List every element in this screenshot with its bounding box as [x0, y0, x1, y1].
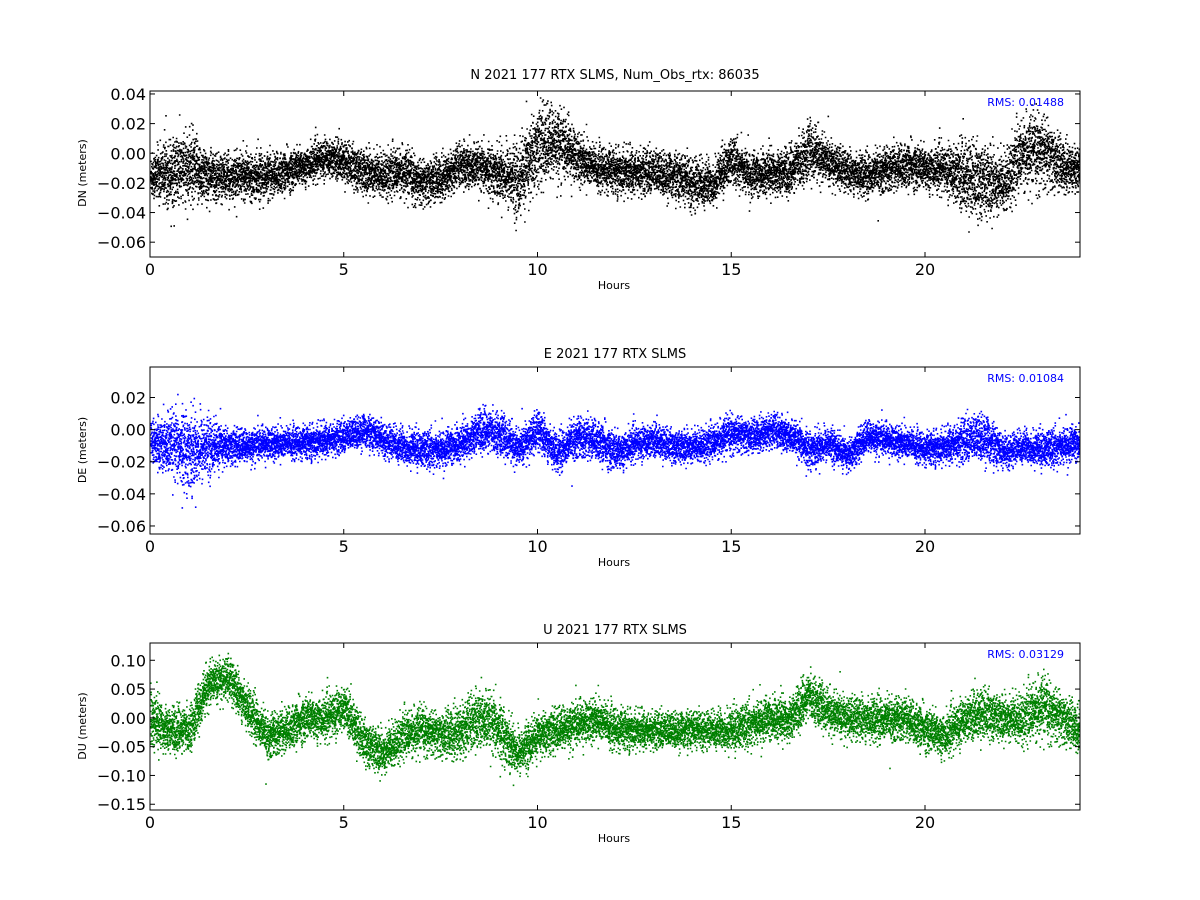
east-ylabel: DE (meters) — [76, 417, 89, 483]
east-ytick-label: −0.02 — [97, 453, 146, 472]
north-data-points — [150, 97, 1080, 233]
up-ytick-label: −0.15 — [97, 795, 146, 814]
east-xtick-label: 5 — [339, 537, 349, 556]
north-xtick-label: 15 — [721, 260, 741, 279]
up-axes-frame — [149, 642, 1081, 811]
north-ylabel: DN (meters) — [76, 139, 89, 207]
east-xtick-label: 10 — [527, 537, 547, 556]
east-rms-annotation: RMS: 0.01084 — [987, 372, 1064, 385]
north-ytick-label: −0.04 — [97, 204, 146, 223]
north-ytick-label: 0.00 — [110, 144, 146, 163]
north-axes-frame — [149, 90, 1081, 258]
up-ytick-label: 0.05 — [110, 680, 146, 699]
east-xlabel: Hours — [598, 556, 630, 569]
north-rms-annotation: RMS: 0.01488 — [987, 96, 1064, 109]
north-xtick-label: 0 — [145, 260, 155, 279]
east-xtick-label: 0 — [145, 537, 155, 556]
up-ytick-label: −0.10 — [97, 766, 146, 785]
east-data-points — [150, 393, 1080, 509]
north-xtick-label: 10 — [527, 260, 547, 279]
east-ytick-label: 0.02 — [110, 389, 146, 408]
up-xtick-label: 5 — [339, 813, 349, 832]
north-ytick-label: −0.06 — [97, 233, 146, 252]
east-ytick-label: −0.04 — [97, 485, 146, 504]
up-rms-annotation: RMS: 0.03129 — [987, 648, 1064, 661]
up-ylabel: DU (meters) — [76, 692, 89, 759]
up-ytick-label: −0.05 — [97, 738, 146, 757]
east-xtick-label: 20 — [915, 537, 935, 556]
north-xtick-label: 20 — [915, 260, 935, 279]
east-ytick-label: 0.00 — [110, 421, 146, 440]
north-xlabel: Hours — [598, 279, 630, 292]
north-ytick-label: −0.02 — [97, 174, 146, 193]
east-xtick-label: 15 — [721, 537, 741, 556]
north-panel: N 2021 177 RTX SLMS, Num_Obs_rtx: 86035 … — [76, 68, 1081, 292]
up-xlabel: Hours — [598, 832, 630, 845]
east-ytick-label: −0.06 — [97, 517, 146, 536]
up-xtick-label: 10 — [527, 813, 547, 832]
up-xtick-label: 15 — [721, 813, 741, 832]
up-ytick-label: 0.00 — [110, 709, 146, 728]
up-data-points — [150, 652, 1080, 787]
north-ytick-label: 0.02 — [110, 115, 146, 134]
east-panel: E 2021 177 RTX SLMS DE (meters) Hours 0 5… — [76, 347, 1081, 569]
up-xtick-label: 20 — [915, 813, 935, 832]
east-axes-frame — [149, 366, 1081, 535]
up-ytick-label: 0.10 — [110, 651, 146, 670]
up-panel: U 2021 177 RTX SLMS DU (meters) Hours 0 5… — [76, 623, 1081, 845]
north-xtick-label: 5 — [339, 260, 349, 279]
north-ytick-label: 0.04 — [110, 85, 146, 104]
up-xtick-label: 0 — [145, 813, 155, 832]
up-title: U 2021 177 RTX SLMS — [543, 623, 687, 638]
north-title: N 2021 177 RTX SLMS, Num_Obs_rtx: 86035 — [470, 68, 759, 83]
east-title: E 2021 177 RTX SLMS — [544, 347, 687, 362]
